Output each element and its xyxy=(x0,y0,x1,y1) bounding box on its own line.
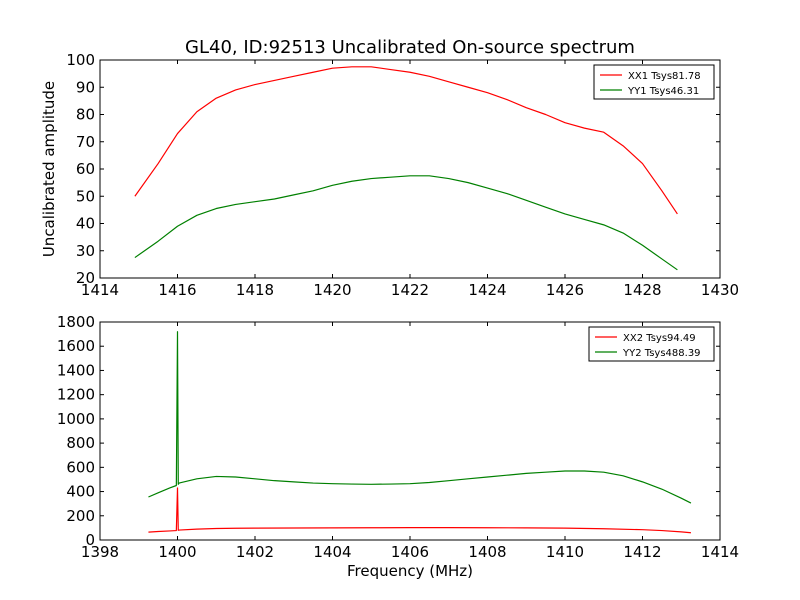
legend-label: XX2 Tsys94.49 xyxy=(623,333,696,344)
x-tick-label: 1418 xyxy=(236,281,274,299)
y-tick-label: 1000 xyxy=(57,410,95,428)
y-tick-label: 90 xyxy=(76,78,95,96)
y-tick-label: 200 xyxy=(66,507,95,525)
series-line-2-2 xyxy=(148,331,692,504)
y-tick-label: 100 xyxy=(66,51,95,69)
series-line-2-1 xyxy=(148,487,691,534)
y-tick-label: 800 xyxy=(66,434,95,452)
legend-label: YY2 Tsys488.39 xyxy=(622,348,701,359)
x-tick-label: 1402 xyxy=(236,543,274,561)
y-tick-label: 60 xyxy=(76,160,95,178)
x-tick-label: 1428 xyxy=(623,281,661,299)
x-tick-label: 1414 xyxy=(81,281,119,299)
y-tick-label: 40 xyxy=(76,215,95,233)
x-tick-label: 1430 xyxy=(701,281,739,299)
legend-label: YY1 Tsys46.31 xyxy=(627,86,699,97)
x-tick-label: 1412 xyxy=(623,543,661,561)
y-tick-label: 600 xyxy=(66,458,95,476)
legend: XX1 Tsys81.78 YY1 Tsys46.31 xyxy=(593,64,715,100)
series-line-1-1 xyxy=(134,66,678,215)
x-tick-label: 1420 xyxy=(313,281,351,299)
plot-upper: 1414 1416 1418 1420 1422 1424 1426 1428 1430 20 30… xyxy=(66,51,739,299)
x-tick-label: 1400 xyxy=(158,543,196,561)
legend-box xyxy=(588,326,715,362)
y-tick-label: 1200 xyxy=(57,386,95,404)
x-tick-label: 1416 xyxy=(158,281,196,299)
x-tick-label: 1408 xyxy=(468,543,506,561)
y-tick-label: 70 xyxy=(76,133,95,151)
legend: XX2 Tsys94.49 YY2 Tsys488.39 xyxy=(588,326,715,362)
y-tick-label: 50 xyxy=(76,187,95,205)
x-tick-label: 1422 xyxy=(391,281,429,299)
legend-box xyxy=(593,64,715,100)
x-tick-label: 1426 xyxy=(546,281,584,299)
x-tick-label: 1398 xyxy=(81,543,119,561)
x-tick-label: 1410 xyxy=(546,543,584,561)
y-tick-label: 1800 xyxy=(57,313,95,331)
y-axis-label: Uncalibrated amplitude xyxy=(40,81,58,257)
x-tick-label: 1406 xyxy=(391,543,429,561)
x-tick-label: 1414 xyxy=(701,543,739,561)
plot-lower: 1398 1400 1402 1404 1406 1408 1410 1412 1414 0 200… xyxy=(57,313,739,561)
legend-label: XX1 Tsys81.78 xyxy=(628,71,701,82)
y-tick-label: 1400 xyxy=(57,361,95,379)
y-tick-label: 30 xyxy=(76,242,95,260)
y-tick-label: 400 xyxy=(66,483,95,501)
y-tick-label: 80 xyxy=(76,106,95,124)
x-tick-label: 1424 xyxy=(468,281,506,299)
y-tick-label: 1600 xyxy=(57,337,95,355)
y-tick-label: 20 xyxy=(76,269,95,287)
chart-title: GL40, ID:92513 Uncalibrated On-source sp… xyxy=(185,37,635,58)
series-line-1-2 xyxy=(134,175,678,271)
x-tick-label: 1404 xyxy=(313,543,351,561)
x-axis-label: Frequency (MHz) xyxy=(347,562,473,580)
y-tick-label: 0 xyxy=(85,531,95,549)
